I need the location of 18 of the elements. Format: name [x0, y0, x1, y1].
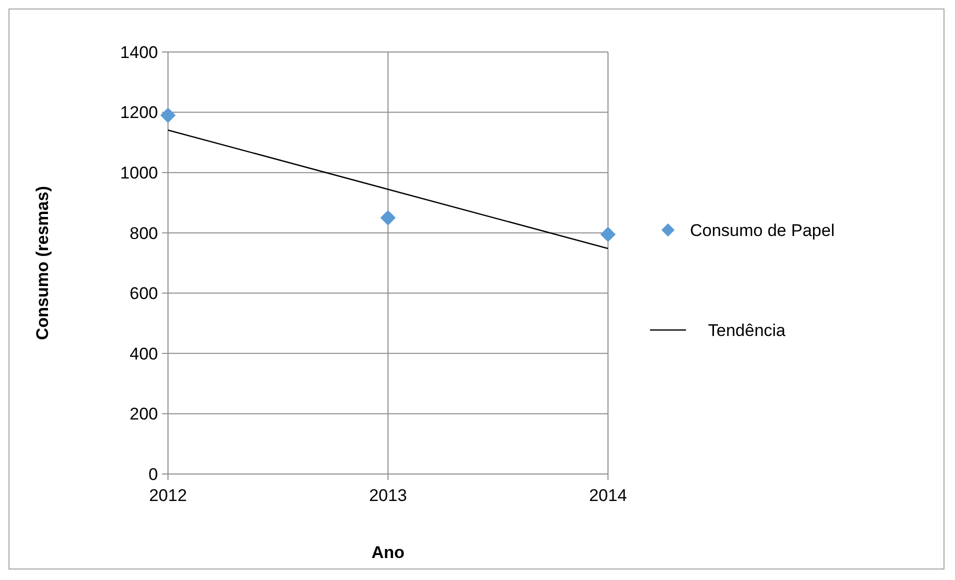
x-tick-label: 2012 [149, 486, 187, 505]
y-tick-label: 1200 [120, 103, 158, 122]
y-tick-label: 200 [130, 404, 158, 424]
y-tick-label: 1000 [120, 164, 158, 183]
y-tick-label: 600 [130, 284, 158, 304]
legend-label: Tendência [708, 320, 786, 340]
y-tick-label: 1400 [120, 42, 158, 62]
y-axis-title: Consumo (resmas) [33, 186, 52, 340]
y-tick-label: 400 [130, 344, 158, 364]
point [160, 108, 176, 123]
x-tick-label: 2013 [369, 486, 407, 505]
point [380, 210, 396, 226]
x-axis-title: Ano [371, 543, 405, 562]
y-tick-label: 800 [130, 224, 158, 243]
y-tick-label: 0 [148, 464, 158, 484]
x-tick-label: 2014 [589, 486, 627, 505]
legend-label: Consumo de Papel [690, 220, 835, 240]
point [600, 226, 616, 242]
